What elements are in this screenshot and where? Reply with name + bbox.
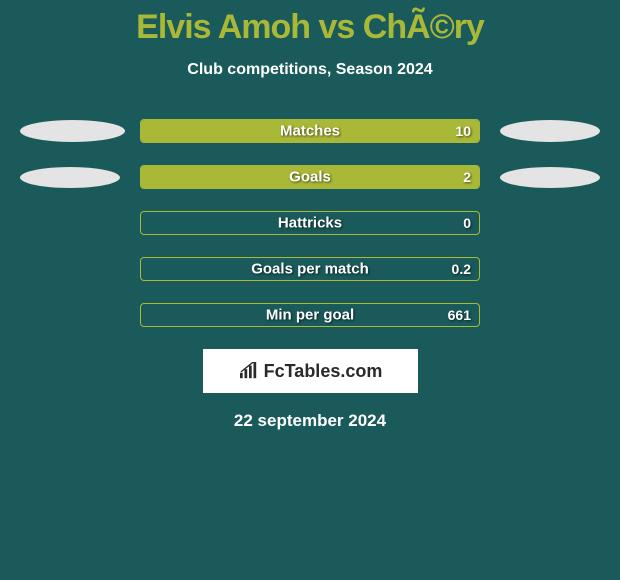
stat-bar: Goals per match 0.2 [140, 257, 480, 281]
stat-bar: Hattricks 0 [140, 211, 480, 235]
stat-row: Hattricks 0 [0, 211, 620, 235]
stat-row: Goals per match 0.2 [0, 257, 620, 281]
stat-row: Matches 10 [0, 119, 620, 143]
bar-label: Goals [289, 169, 331, 186]
stats-rows: Matches 10 Goals 2 Hattricks 0 Goals per match… [0, 119, 620, 327]
page-title: Elvis Amoh vs ChÃ©ry [0, 8, 620, 47]
right-spacer [480, 120, 610, 142]
stat-bar: Matches 10 [140, 119, 480, 143]
subtitle: Club competitions, Season 2024 [0, 61, 620, 79]
logo-text: FcTables.com [264, 361, 383, 382]
date-text: 22 september 2024 [0, 411, 620, 431]
bar-value: 0.2 [452, 261, 471, 277]
stat-row: Min per goal 661 [0, 303, 620, 327]
left-ellipse [20, 167, 120, 188]
bar-value: 661 [448, 307, 471, 323]
stat-bar: Min per goal 661 [140, 303, 480, 327]
right-spacer [480, 167, 610, 188]
bar-label: Matches [280, 123, 340, 140]
bar-label: Min per goal [266, 307, 354, 324]
right-ellipse [500, 120, 600, 142]
bar-label: Goals per match [251, 261, 369, 278]
left-spacer [10, 120, 140, 142]
logo-box: FcTables.com [203, 349, 418, 393]
logo: FcTables.com [238, 361, 383, 382]
stat-row: Goals 2 [0, 165, 620, 189]
barchart-icon [238, 362, 260, 380]
left-ellipse [20, 120, 125, 142]
bar-label: Hattricks [278, 215, 342, 232]
bar-value: 2 [463, 169, 471, 185]
stat-bar: Goals 2 [140, 165, 480, 189]
right-ellipse [500, 167, 600, 188]
bar-value: 10 [455, 123, 471, 139]
bar-value: 0 [463, 215, 471, 231]
stats-container: Elvis Amoh vs ChÃ©ry Club competitions, … [0, 0, 620, 431]
left-spacer [10, 167, 140, 188]
